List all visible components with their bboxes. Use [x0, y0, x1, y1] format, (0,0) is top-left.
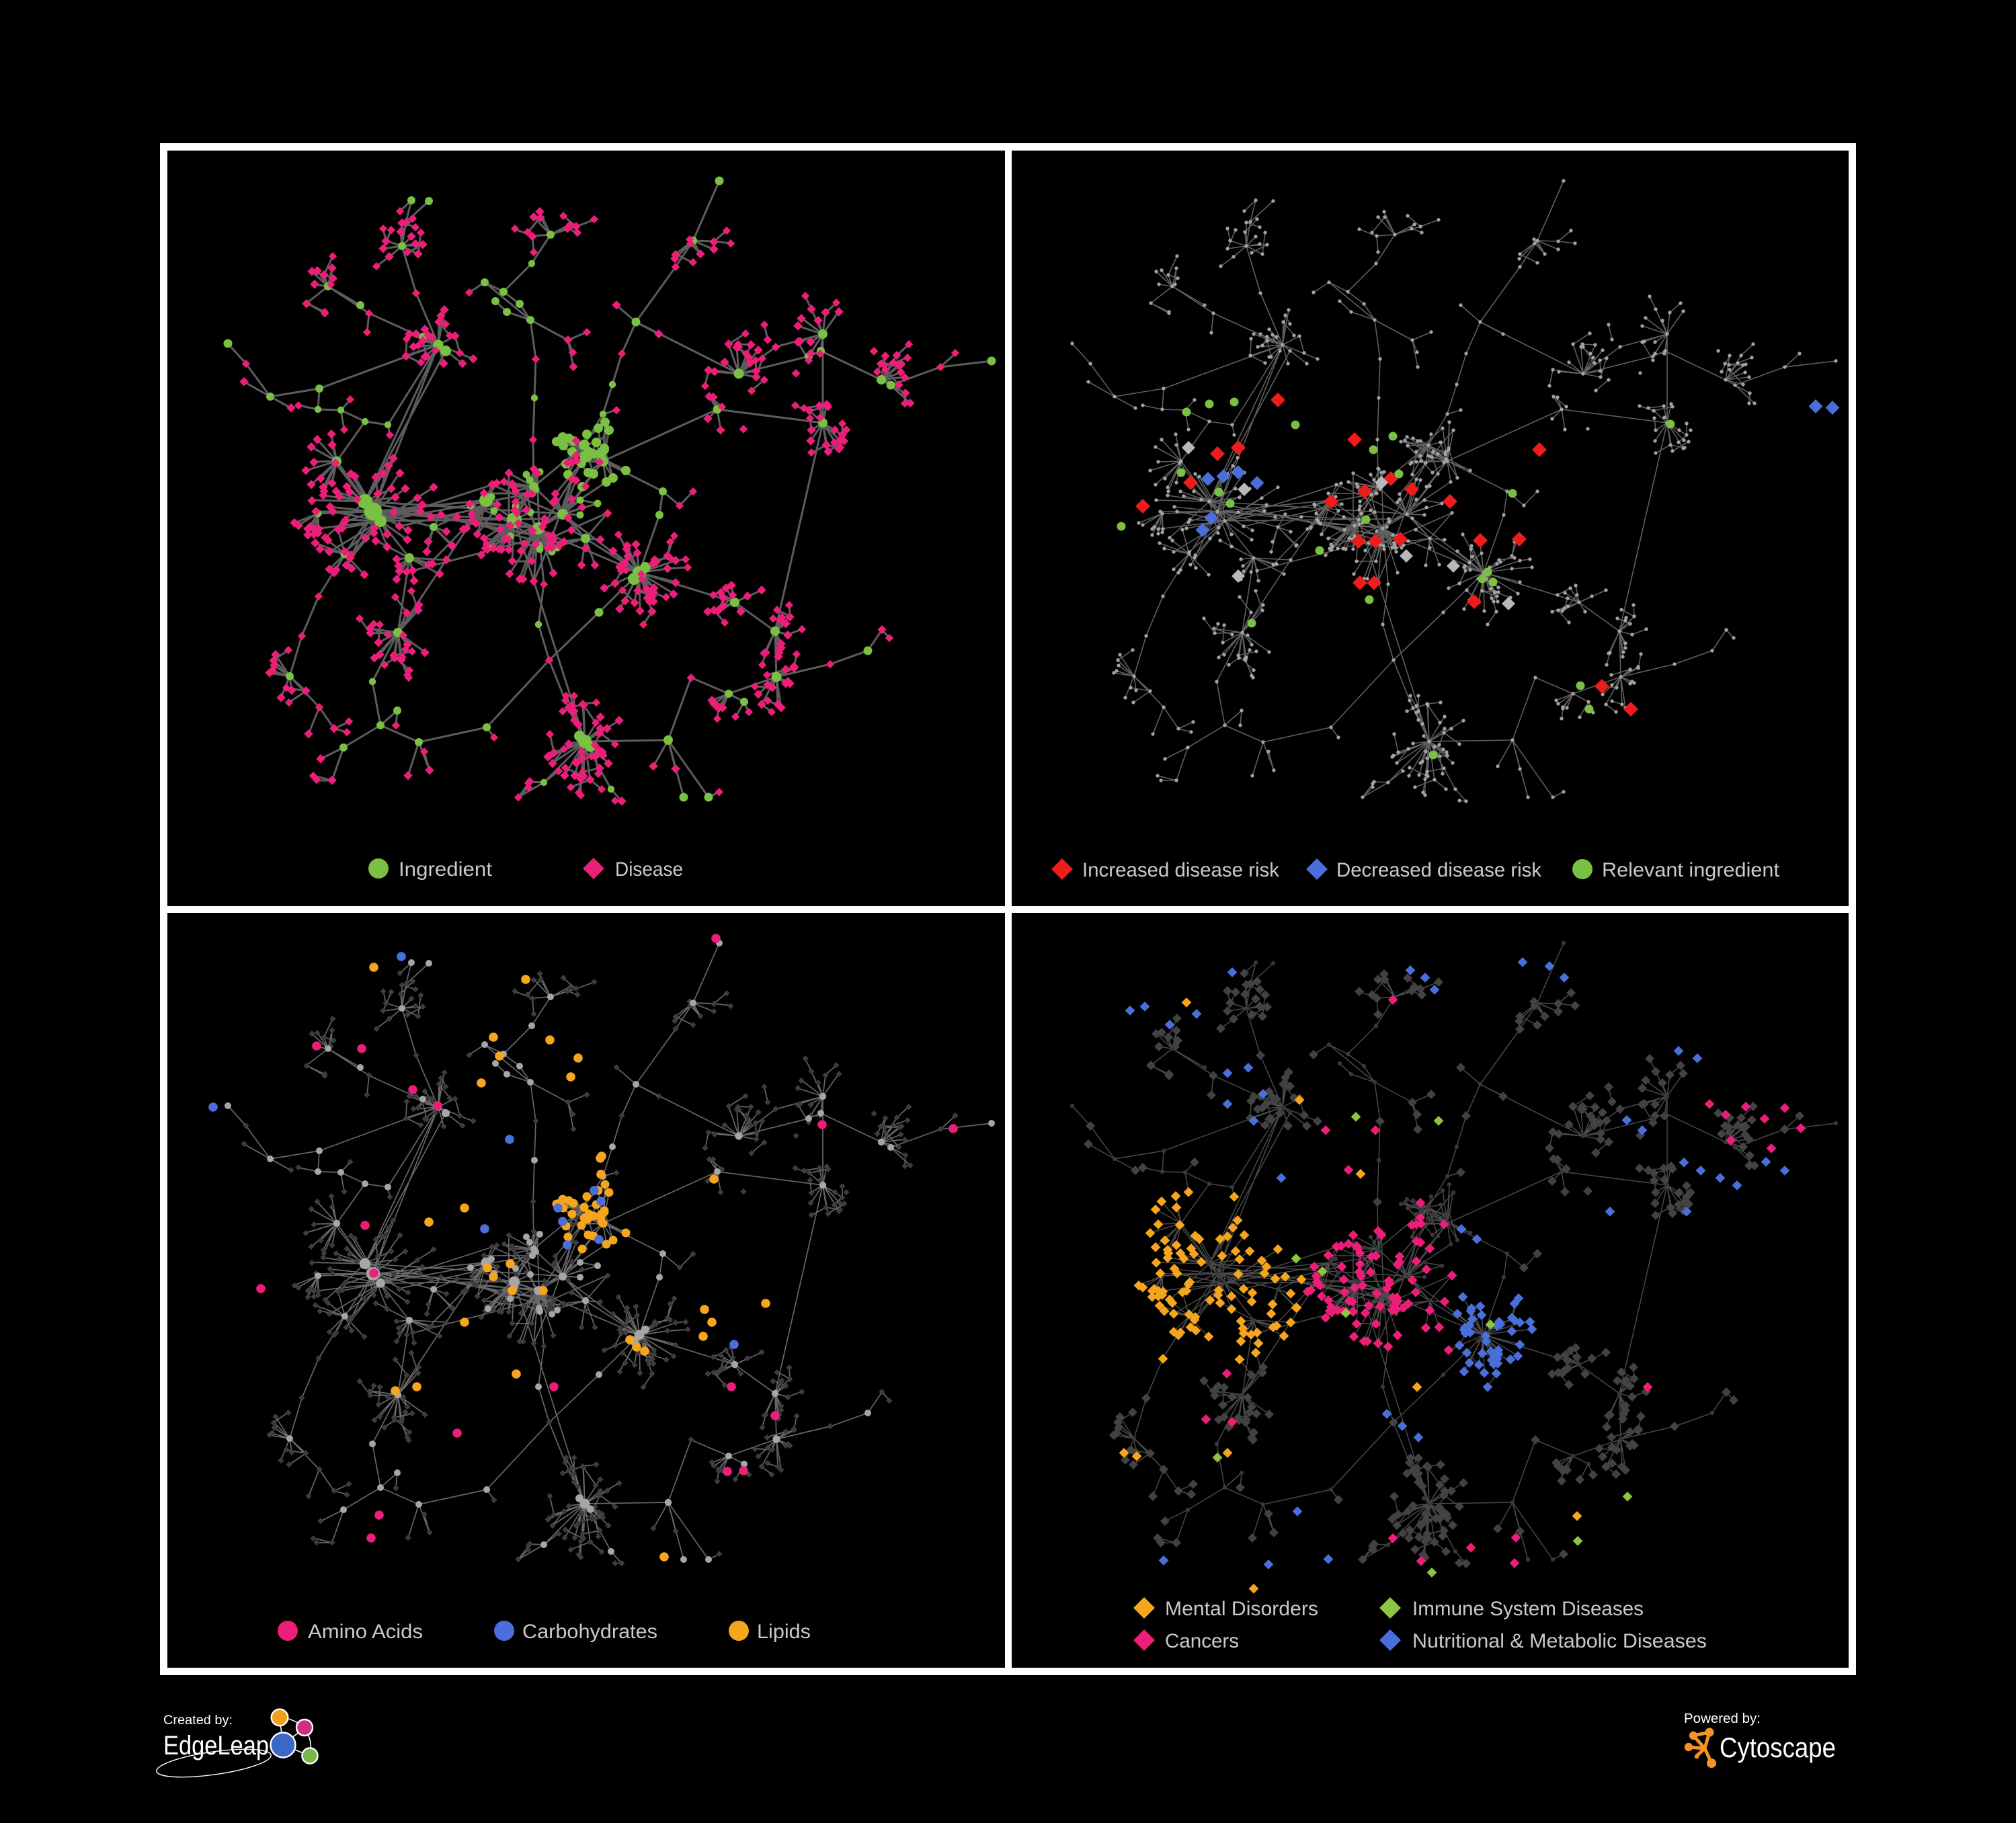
- svg-text:Relevant ingredient: Relevant ingredient: [1602, 859, 1780, 881]
- svg-text:Lipids: Lipids: [757, 1621, 811, 1643]
- svg-text:Cytoscape: Cytoscape: [1720, 1732, 1836, 1763]
- svg-text:Amino Acids: Amino Acids: [308, 1621, 423, 1643]
- svg-text:Powered by:: Powered by:: [1684, 1711, 1761, 1726]
- svg-text:Mental Disorders: Mental Disorders: [1165, 1598, 1318, 1620]
- svg-text:Decreased disease risk: Decreased disease risk: [1336, 859, 1542, 881]
- svg-text:Disease: Disease: [615, 858, 683, 881]
- svg-text:Cancers: Cancers: [1165, 1630, 1239, 1652]
- svg-text:EdgeLeap: EdgeLeap: [163, 1731, 269, 1760]
- svg-text:Ingredient: Ingredient: [399, 858, 493, 881]
- svg-text:Immune System Diseases: Immune System Diseases: [1412, 1598, 1644, 1620]
- svg-text:Created by:: Created by:: [163, 1713, 233, 1728]
- svg-text:Nutritional & Metabolic Diseas: Nutritional & Metabolic Diseases: [1412, 1630, 1707, 1652]
- svg-text:Carbohydrates: Carbohydrates: [522, 1621, 657, 1643]
- svg-text:Increased disease risk: Increased disease risk: [1082, 859, 1280, 881]
